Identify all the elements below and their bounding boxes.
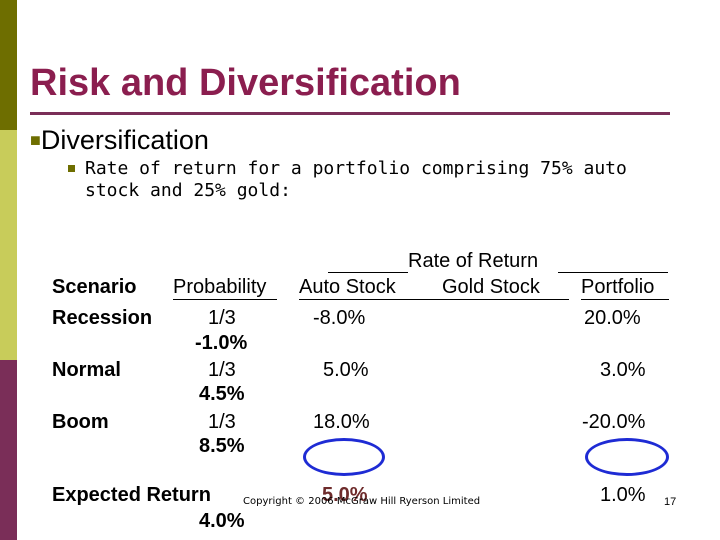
- row-boom-scenario: Boom: [52, 411, 109, 433]
- title-underline: [30, 112, 670, 115]
- row-boom-portfolio: -20.0%: [582, 411, 646, 433]
- row-recession-scenario: Recession: [52, 307, 153, 329]
- header-scenario: Scenario: [52, 276, 137, 298]
- bullet-level1-text: Diversification: [40, 125, 209, 155]
- group-header: Rate of Return: [408, 250, 539, 272]
- row-normal-gold: 4.5%: [199, 383, 245, 405]
- row-recession-auto: -8.0%: [313, 307, 366, 329]
- portfolio-expected-highlight-oval: [585, 438, 669, 476]
- accent-segment-middle: [0, 130, 17, 360]
- header-auto-stock: Auto Stock: [299, 276, 396, 298]
- left-accent-bar: [0, 0, 17, 540]
- row-boom-probability: 1/3: [208, 411, 236, 433]
- expected-return-portfolio: 1.0%: [600, 484, 646, 506]
- accent-segment-top: [0, 0, 17, 130]
- row-boom-gold: 8.5%: [199, 435, 245, 457]
- row-normal-scenario: Normal: [52, 359, 121, 381]
- bullet-level2-text: Rate of return for a portfolio comprisin…: [85, 158, 627, 201]
- square-bullet-icon: ■: [30, 130, 41, 150]
- group-header-rule-left: [328, 272, 408, 273]
- header-probability: Probability: [173, 276, 267, 298]
- bullet-level2: Rate of return for a portfolio comprisin…: [68, 158, 668, 202]
- header-portfolio-underline: [581, 299, 669, 300]
- expected-return-gold: 4.0%: [199, 510, 245, 532]
- header-stocks-underline: [299, 299, 569, 300]
- row-boom-auto: 18.0%: [313, 411, 370, 433]
- expected-return-label: Expected Return: [52, 484, 211, 506]
- header-probability-underline: [173, 299, 277, 300]
- row-normal-probability: 1/3: [208, 359, 236, 381]
- page-number: 17: [664, 496, 677, 508]
- row-normal-auto: 5.0%: [323, 359, 369, 381]
- slide-title: Risk and Diversification: [30, 62, 461, 104]
- small-square-bullet-icon: [68, 165, 75, 172]
- bullet-level1: ■Diversification: [30, 125, 209, 156]
- accent-segment-bottom: [0, 360, 17, 540]
- group-header-rule-right: [558, 272, 668, 273]
- row-recession-gold: -1.0%: [195, 332, 248, 354]
- row-normal-portfolio: 3.0%: [600, 359, 646, 381]
- auto-expected-highlight-oval: [303, 438, 385, 476]
- header-portfolio: Portfolio: [581, 276, 655, 298]
- header-gold-stock: Gold Stock: [442, 276, 540, 298]
- copyright-notice: Copyright © 2006 McGraw Hill Ryerson Lim…: [243, 496, 481, 507]
- expected-return-auto: 5.0%: [322, 484, 368, 506]
- row-recession-probability: 1/3: [208, 307, 236, 329]
- row-recession-portfolio: 20.0%: [584, 307, 641, 329]
